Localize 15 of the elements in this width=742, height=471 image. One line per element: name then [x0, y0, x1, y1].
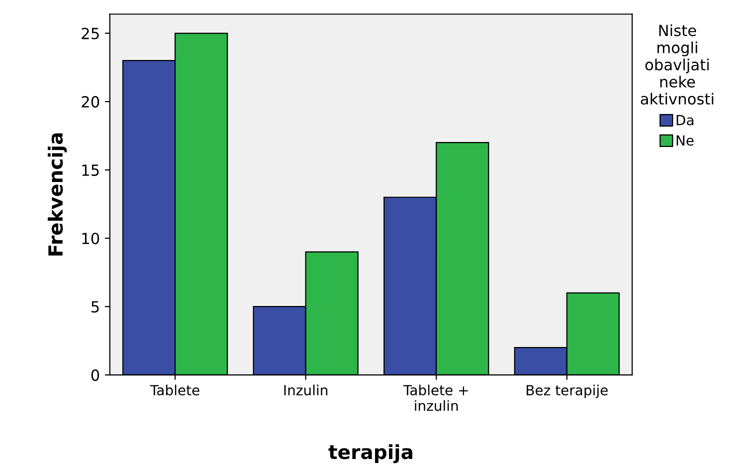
legend-label: Da [676, 114, 694, 126]
y-tick-label: 25 [82, 28, 99, 40]
y-axis-title: Frekvencija [48, 133, 67, 256]
legend-title: Niste mogli obavljati neke aktivnosti [640, 24, 714, 105]
x-axis-title: terapija [328, 444, 412, 464]
x-tick-label: Tablete [150, 384, 200, 396]
y-tick-label: 0 [91, 369, 100, 381]
y-tick-label: 5 [92, 301, 99, 313]
x-tick-label: Bez terapije [526, 384, 608, 398]
y-tick-label: 20 [82, 96, 100, 108]
x-tick-label: Tablete + inzulin [403, 384, 468, 411]
y-tick-label: 15 [82, 164, 99, 176]
x-tick-label: Inzulin [284, 384, 328, 396]
legend-label: Ne [676, 135, 694, 146]
y-tick-label: 10 [82, 232, 100, 244]
